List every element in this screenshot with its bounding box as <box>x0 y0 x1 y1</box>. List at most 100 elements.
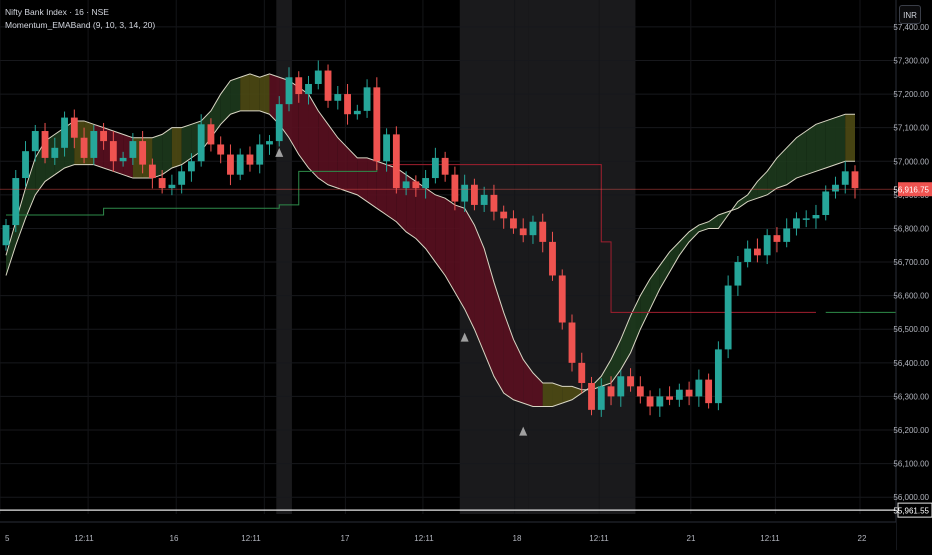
candle-up[interactable] <box>275 96 283 147</box>
candle-down[interactable] <box>588 376 595 416</box>
candle-body[interactable] <box>636 386 644 397</box>
candle-down[interactable] <box>246 146 254 172</box>
candle-body[interactable] <box>451 174 459 202</box>
candle-body[interactable] <box>773 235 781 242</box>
candle-body[interactable] <box>675 389 683 400</box>
candle-down[interactable] <box>80 127 88 164</box>
symbol-title[interactable]: Nifty Bank Index · 16 · NSE <box>5 7 109 17</box>
candle-up[interactable] <box>724 275 732 359</box>
candle-body[interactable] <box>744 248 752 263</box>
candle-body[interactable] <box>812 215 820 219</box>
candle-down[interactable] <box>227 144 234 186</box>
baseline-price-label[interactable]: 55,961.55 <box>893 502 932 518</box>
candle-body[interactable] <box>793 218 800 229</box>
candle-up[interactable] <box>431 147 439 184</box>
candle-body[interactable] <box>539 221 547 242</box>
candle-body[interactable] <box>705 379 713 404</box>
candle-body[interactable] <box>841 171 849 185</box>
candle-body[interactable] <box>70 117 78 138</box>
candle-body[interactable] <box>549 241 556 276</box>
candle-down[interactable] <box>441 151 449 182</box>
candle-down[interactable] <box>636 376 644 404</box>
candle-body[interactable] <box>685 389 693 397</box>
candle-up[interactable] <box>675 383 683 407</box>
candle-down[interactable] <box>627 368 634 392</box>
candle-body[interactable] <box>207 124 215 145</box>
candle-up[interactable] <box>305 75 312 105</box>
candle-up[interactable] <box>90 124 98 165</box>
candle-up[interactable] <box>793 212 800 236</box>
candle-body[interactable] <box>724 285 732 350</box>
candle-up[interactable] <box>12 169 20 233</box>
candle-body[interactable] <box>392 134 400 189</box>
candle-up[interactable] <box>31 124 39 162</box>
candle-body[interactable] <box>178 171 186 185</box>
candle-body[interactable] <box>588 382 595 410</box>
candle-down[interactable] <box>490 184 498 221</box>
candle-body[interactable] <box>597 386 605 410</box>
candle-body[interactable] <box>714 349 722 404</box>
candle-body[interactable] <box>510 218 517 229</box>
candle-body[interactable] <box>783 228 791 242</box>
candle-up[interactable] <box>285 67 293 112</box>
candle-body[interactable] <box>12 178 20 226</box>
candle-up[interactable] <box>597 378 605 417</box>
candle-body[interactable] <box>695 379 703 397</box>
candle-body[interactable] <box>529 221 537 236</box>
candle-body[interactable] <box>373 87 381 162</box>
candle-body[interactable] <box>285 77 293 105</box>
candle-down[interactable] <box>109 131 117 172</box>
currency-button[interactable]: INR <box>899 5 921 24</box>
candle-up[interactable] <box>617 370 625 407</box>
candle-down[interactable] <box>500 205 508 229</box>
candle-body[interactable] <box>90 131 98 158</box>
candle-body[interactable] <box>646 396 654 407</box>
candle-body[interactable] <box>80 137 88 158</box>
candle-down[interactable] <box>607 376 615 406</box>
candle-down[interactable] <box>578 352 586 394</box>
candle-body[interactable] <box>246 154 254 165</box>
candle-up[interactable] <box>353 104 361 120</box>
candle-body[interactable] <box>119 157 127 162</box>
candle-up[interactable] <box>197 114 205 167</box>
candle-body[interactable] <box>22 151 29 179</box>
candle-body[interactable] <box>832 184 839 192</box>
candle-up[interactable] <box>2 219 10 251</box>
candle-down[interactable] <box>510 210 517 234</box>
candle-body[interactable] <box>607 386 615 397</box>
price-axis[interactable]: 57,400.00 57,300.00 57,200.00 57,100.00 57,0… <box>893 0 932 550</box>
candle-up[interactable] <box>744 240 752 268</box>
candle-up[interactable] <box>714 341 722 411</box>
candle-up[interactable] <box>802 210 810 228</box>
candle-body[interactable] <box>422 178 430 189</box>
indicator-title[interactable]: Momentum_EMABand (9, 10, 3, 14, 20) <box>5 20 156 30</box>
candle-body[interactable] <box>753 248 761 256</box>
candle-up[interactable] <box>22 141 29 187</box>
candle-up[interactable] <box>841 161 849 194</box>
candle-body[interactable] <box>168 184 176 189</box>
candle-body[interactable] <box>490 194 498 212</box>
candle-body[interactable] <box>617 376 625 397</box>
candle-body[interactable] <box>802 218 810 220</box>
candle-body[interactable] <box>431 157 439 179</box>
candle-down[interactable] <box>139 131 147 174</box>
candle-up[interactable] <box>383 128 391 172</box>
candle-down[interactable] <box>392 126 400 194</box>
candle-body[interactable] <box>734 262 742 286</box>
candle-body[interactable] <box>344 94 351 115</box>
candle-body[interactable] <box>266 141 273 145</box>
candle-body[interactable] <box>314 70 322 84</box>
candle-body[interactable] <box>2 225 10 246</box>
candle-up[interactable] <box>402 171 410 196</box>
candle-down[interactable] <box>100 122 108 150</box>
candle-body[interactable] <box>763 235 771 256</box>
candle-body[interactable] <box>441 157 449 175</box>
candle-body[interactable] <box>851 171 859 189</box>
candle-up[interactable] <box>51 137 59 165</box>
candle-body[interactable] <box>558 275 566 323</box>
candle-up[interactable] <box>480 186 488 212</box>
candle-body[interactable] <box>305 83 312 95</box>
candle-body[interactable] <box>470 184 478 205</box>
